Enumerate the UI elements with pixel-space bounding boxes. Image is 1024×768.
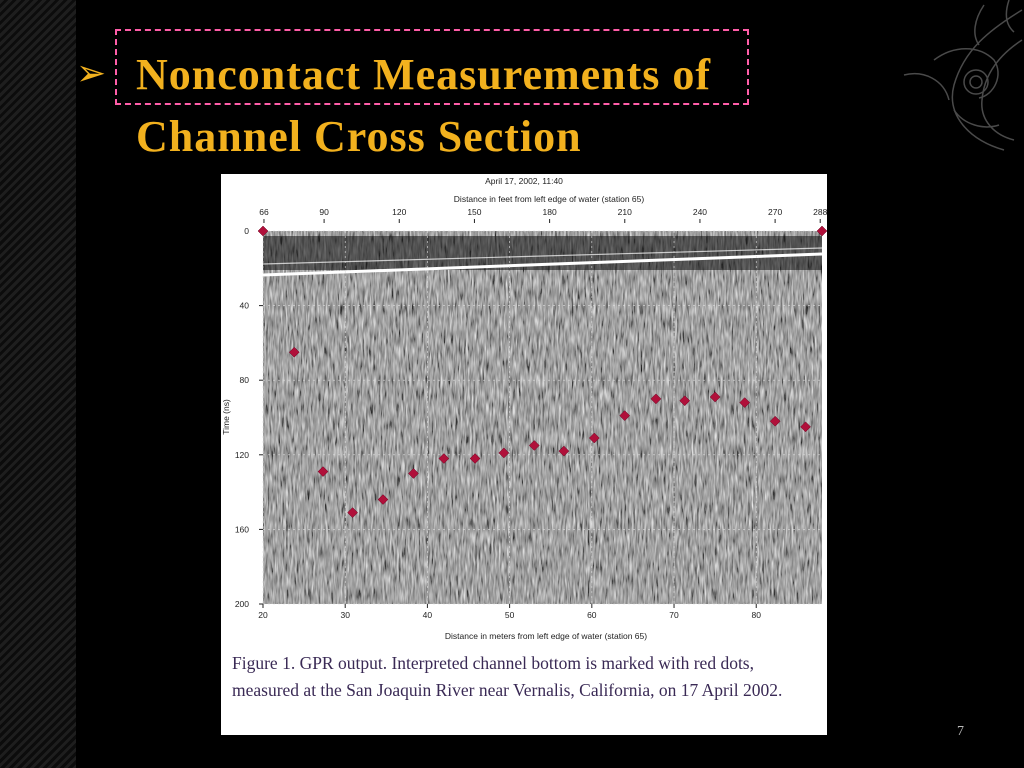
gpr-chart: April 17, 2002, 11:40 Distance in feet f… <box>221 176 827 641</box>
radargram-texture <box>263 231 822 604</box>
figure-panel: April 17, 2002, 11:40 Distance in feet f… <box>221 174 827 735</box>
slide-title: Noncontact Measurements of Channel Cross… <box>136 44 711 168</box>
channel-bottom-point <box>619 410 631 421</box>
channel-bottom-point <box>469 453 481 464</box>
page-number: 7 <box>957 724 964 739</box>
top-tick-label: 66 <box>259 207 269 217</box>
channel-bottom-point <box>650 393 662 405</box>
channel-bottom-point <box>739 397 751 408</box>
y-tick-label: 160 <box>235 524 249 534</box>
channel-bottom-point <box>816 225 827 237</box>
channel-bottom-point <box>438 453 450 464</box>
title-highlight-box <box>115 29 749 105</box>
x-tick-label: 50 <box>505 610 515 620</box>
figure-caption: Figure 1. GPR output. Interpreted channe… <box>232 653 783 700</box>
y-tick-label: 0 <box>244 226 249 236</box>
y-tick-label: 200 <box>235 599 249 609</box>
plot-area <box>262 231 823 604</box>
channel-bottom-point <box>588 432 600 444</box>
top-axis-ticks: 66 90 120 150 180 210 240 270 288 <box>259 207 827 223</box>
y-tick-label: 120 <box>235 450 249 460</box>
title-line-2: Channel Cross Section <box>136 112 582 161</box>
top-tick-label: 288 <box>813 207 827 217</box>
x-axis-ticks: 20 30 40 50 60 70 80 <box>258 604 761 620</box>
x-axis-label: Distance in meters from left edge of wat… <box>445 631 647 641</box>
y-tick-label: 80 <box>240 375 250 385</box>
channel-bottom-point <box>377 494 389 505</box>
channel-bottom-point <box>347 507 358 518</box>
top-axis-label: Distance in feet from left edge of water… <box>454 194 645 204</box>
y-axis-ticks: 0 40 80 120 160 200 <box>235 226 263 609</box>
y-tick-label: 40 <box>240 301 250 311</box>
channel-bottom-point <box>800 421 811 433</box>
bullet-arrow-icon: ➢ <box>76 53 107 94</box>
flourish-ornament-icon <box>903 0 1023 151</box>
channel-bottom-point <box>257 225 269 237</box>
x-tick-label: 20 <box>258 610 268 620</box>
grid-lines <box>262 230 822 605</box>
top-tick-label: 270 <box>768 207 782 217</box>
slide-left-stripe-pattern <box>0 0 76 768</box>
x-tick-label: 60 <box>587 610 597 620</box>
channel-bottom-point <box>679 395 691 407</box>
channel-bottom-point <box>558 445 570 457</box>
channel-bottom-points <box>257 225 827 518</box>
x-tick-label: 80 <box>752 610 762 620</box>
top-tick-label: 180 <box>543 207 557 217</box>
x-tick-label: 40 <box>423 610 433 620</box>
title-line-1: Noncontact Measurements of <box>136 50 712 99</box>
channel-bottom-point <box>408 468 419 479</box>
chart-title: April 17, 2002, 11:40 <box>485 176 563 186</box>
channel-bottom-point <box>528 440 540 451</box>
channel-bottom-point <box>498 447 510 459</box>
channel-bottom-point <box>769 415 781 427</box>
channel-bottom-point <box>317 466 329 477</box>
water-surface-line <box>262 252 823 277</box>
surface-line-2 <box>262 247 823 265</box>
top-tick-label: 150 <box>467 207 481 217</box>
channel-bottom-point <box>288 346 300 358</box>
top-tick-label: 210 <box>618 207 632 217</box>
top-tick-label: 90 <box>319 207 329 217</box>
x-tick-label: 70 <box>669 610 679 620</box>
top-tick-label: 120 <box>392 207 406 217</box>
channel-bottom-point <box>709 391 721 403</box>
top-tick-label: 240 <box>693 207 707 217</box>
y-axis-label: Time (ns) <box>221 399 231 435</box>
x-tick-label: 30 <box>340 610 350 620</box>
